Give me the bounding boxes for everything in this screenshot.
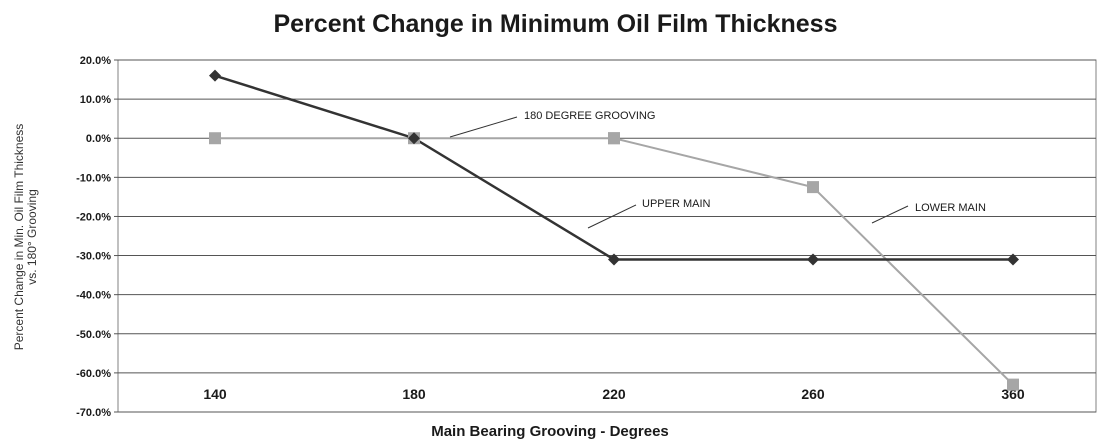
y-tick-label: 10.0% [80, 94, 111, 106]
chart-title: Percent Change in Minimum Oil Film Thick… [273, 10, 838, 38]
y-tick-label: -60.0% [76, 368, 111, 380]
plot-area [117, 59, 1097, 413]
y-tick-label: 20.0% [80, 55, 111, 67]
annotation-leader [449, 116, 518, 138]
data-point-square [608, 132, 620, 145]
y-tick-label: -40.0% [76, 290, 111, 302]
data-point-diamond [209, 69, 221, 82]
x-tick-label: 260 [801, 386, 825, 402]
data-point-diamond [608, 253, 620, 266]
x-tick-label: 180 [402, 386, 426, 402]
data-point-square [1007, 378, 1019, 391]
data-point-diamond [807, 253, 819, 266]
x-tick-label: 140 [203, 386, 227, 402]
data-point-diamond [408, 132, 420, 145]
y-tick-label: -70.0% [76, 407, 111, 419]
data-point-square [807, 181, 819, 194]
y-tick-label: 0.0% [86, 133, 111, 145]
annotation-leader [871, 205, 909, 224]
annotation-label: LOWER MAIN [915, 202, 986, 214]
x-tick-label: 220 [602, 386, 626, 402]
data-point-diamond [1007, 253, 1019, 266]
x-axis-label: Main Bearing Grooving - Degrees [431, 423, 669, 440]
annotation-label: 180 DEGREE GROOVING [524, 110, 655, 122]
y-tick-label: -10.0% [76, 172, 111, 184]
y-tick-label: -50.0% [76, 329, 111, 341]
annotation-label: UPPER MAIN [642, 198, 711, 210]
data-point-square [209, 132, 221, 145]
y-tick-label: -30.0% [76, 251, 111, 263]
y-tick-label: -20.0% [76, 211, 111, 223]
annotation-leader [587, 204, 637, 229]
